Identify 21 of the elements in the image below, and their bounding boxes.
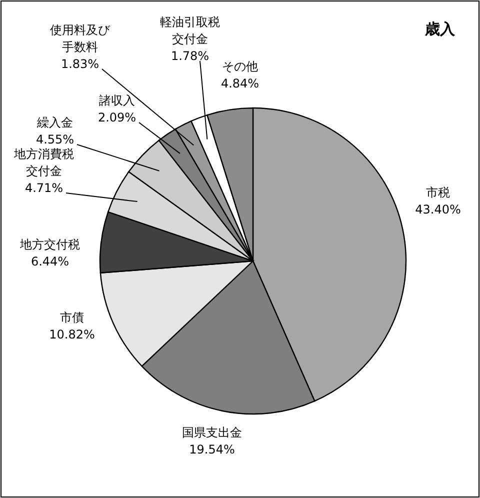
- data-label: 4.84%: [220, 76, 260, 90]
- data-label: 2.09%: [98, 110, 136, 124]
- data-label: 1.78%: [170, 49, 210, 63]
- slice-label: 市税: [426, 186, 450, 200]
- slice-label: 使用料及び手数料: [50, 23, 111, 54]
- slice-label: 市債: [60, 310, 84, 324]
- data-label: 4.71%: [24, 181, 64, 195]
- slice-label: 軽油引取税交付金: [160, 15, 220, 46]
- slice-label: 地方消費税交付金: [13, 147, 74, 178]
- chart-title: 歳入: [424, 20, 456, 38]
- data-label: 10.82%: [49, 328, 95, 342]
- slice-label: 国県支出金: [182, 426, 242, 440]
- slice-label: その他: [222, 60, 258, 74]
- data-label: 4.55%: [36, 132, 74, 146]
- slice-label: 諸収入: [99, 94, 135, 108]
- data-label: 1.83%: [60, 57, 100, 71]
- data-label: 19.54%: [189, 442, 235, 456]
- data-label: 43.40%: [415, 202, 461, 216]
- slice-label: 地方交付税: [19, 238, 80, 252]
- data-label: 6.44%: [30, 254, 70, 268]
- slice-label: 繰入金: [36, 116, 73, 130]
